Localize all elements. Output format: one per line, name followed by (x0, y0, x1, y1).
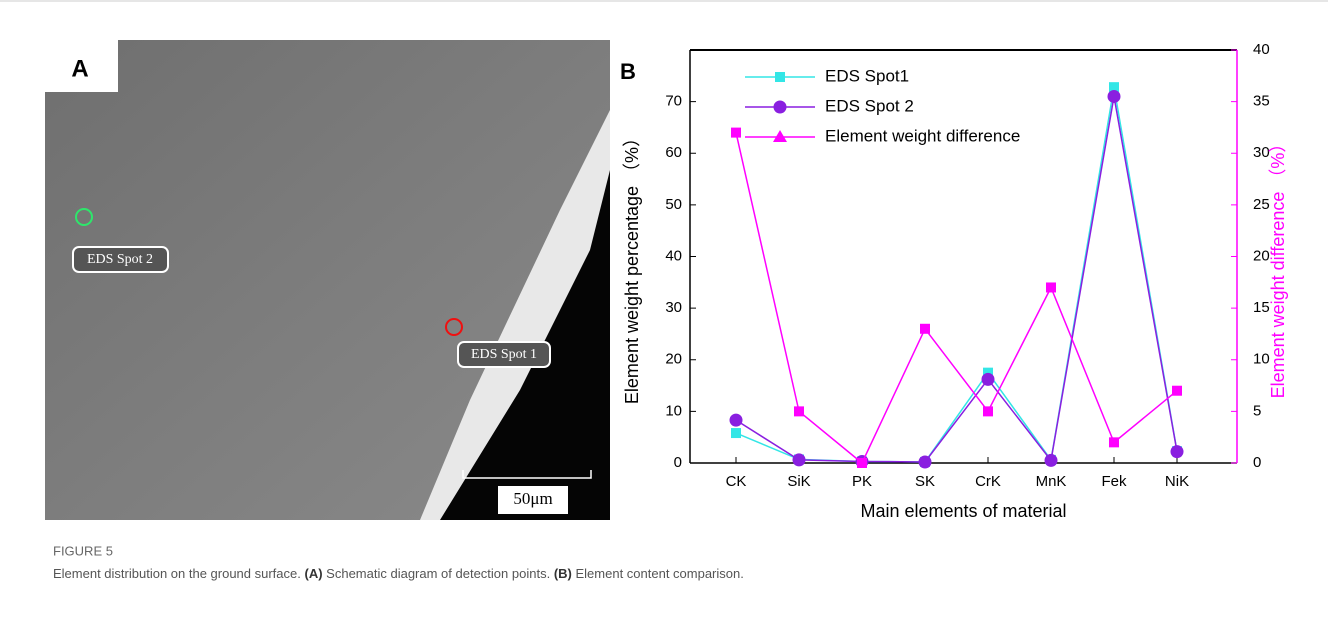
y2-tick-label: 0 (1253, 454, 1261, 471)
sem-image: A EDS Spot 2 EDS Spot 1 50μm (45, 40, 610, 520)
scale-label: 50μm (513, 489, 552, 508)
caption-number: FIGURE 5 (53, 543, 113, 558)
x-tick-label: Fek (1101, 473, 1127, 490)
x-tick-label: CK (726, 473, 747, 490)
caption-tag: (A) (305, 566, 323, 581)
legend-label: EDS Spot1 (825, 66, 909, 85)
data-point (731, 428, 741, 438)
data-point (1109, 437, 1119, 447)
data-point (982, 373, 995, 386)
caption-text: Element distribution on the ground surfa… (53, 566, 301, 581)
x-tick-label: NiK (1165, 473, 1189, 490)
legend-marker (773, 130, 787, 142)
y-tick-label: 10 (665, 402, 682, 419)
x-tick-label: PK (852, 473, 872, 490)
y-tick-label: 0 (674, 454, 682, 471)
legend-label: EDS Spot 2 (825, 96, 914, 115)
spot-label: EDS Spot 2 (87, 252, 153, 267)
panel-label: A (71, 55, 88, 82)
caption-text: Schematic diagram of detection points. (326, 566, 550, 581)
spot-label: EDS Spot 1 (471, 347, 537, 362)
y2-tick-label: 40 (1253, 41, 1270, 58)
x-axis-title: Main elements of material (860, 501, 1066, 521)
data-point (794, 406, 804, 416)
y2-tick-label: 5 (1253, 402, 1261, 419)
data-point (1046, 282, 1056, 292)
caption: Element distribution on the ground surfa… (53, 566, 744, 581)
data-point (1045, 454, 1058, 467)
data-point (731, 128, 741, 138)
legend-label: Element weight difference (825, 126, 1020, 145)
x-tick-label: MnK (1036, 473, 1067, 490)
data-point (983, 406, 993, 416)
legend-marker (775, 72, 785, 82)
x-tick-label: SiK (787, 473, 810, 490)
y-tick-label: 30 (665, 299, 682, 316)
data-point (730, 414, 743, 427)
caption-text: Element content comparison. (575, 566, 743, 581)
y-axis-title: Element weight percentage （%） (622, 129, 642, 404)
data-point (857, 458, 867, 468)
y-tick-label: 50 (665, 196, 682, 213)
x-tick-label: CrK (975, 473, 1001, 490)
y-tick-label: 20 (665, 351, 682, 368)
figure: A EDS Spot 2 EDS Spot 1 50μm B 0 10 20 30 40 5… (0, 0, 1328, 613)
legend-marker (774, 101, 787, 114)
y-tick-label: 40 (665, 247, 682, 264)
x-tick-label: SK (915, 473, 935, 490)
data-point (920, 324, 930, 334)
y-tick-label: 60 (665, 144, 682, 161)
y2-tick-label: 35 (1253, 93, 1270, 110)
data-point (793, 453, 806, 466)
panel-label: B (620, 59, 636, 84)
caption-tag: (B) (554, 566, 572, 581)
data-point (1171, 445, 1184, 458)
y-tick-label: 70 (665, 93, 682, 110)
data-point (1172, 386, 1182, 396)
data-point (1108, 90, 1121, 103)
data-point (919, 455, 932, 468)
y2-axis-title: Element weight difference （%） (1268, 135, 1288, 399)
